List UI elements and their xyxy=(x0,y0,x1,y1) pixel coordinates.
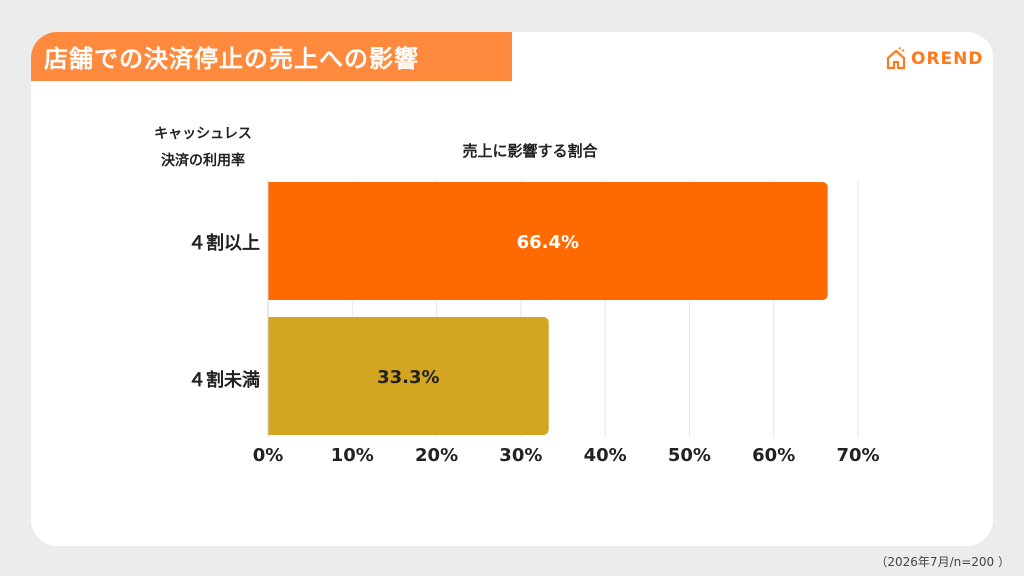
source-note: （2026年7月/n=200 ） xyxy=(875,555,1010,569)
bar-0 xyxy=(268,182,828,300)
bar-value-label-1: 33.3% xyxy=(377,367,439,388)
bar-value-label-0: 66.4% xyxy=(517,232,579,253)
category-label-0: ４割以上 xyxy=(188,233,260,254)
row-axis-header: キャッシュレス 決済の利用率 xyxy=(135,121,271,175)
house-icon xyxy=(886,47,906,70)
logo-text: OREND xyxy=(911,49,984,69)
x-tick-label-20: 20% xyxy=(415,445,458,466)
category-label-1: ４割未満 xyxy=(188,370,260,391)
x-tick-label-40: 40% xyxy=(584,445,627,466)
x-tick-label-10: 10% xyxy=(331,445,374,466)
row-header-line1: キャッシュレス xyxy=(154,126,252,142)
x-tick-label-60: 60% xyxy=(752,445,795,466)
x-tick-label-50: 50% xyxy=(668,445,711,466)
x-tick-label-70: 70% xyxy=(836,445,879,466)
bar-1 xyxy=(268,317,549,435)
x-tick-label-0: 0% xyxy=(253,445,284,466)
orend-logo: OREND xyxy=(885,44,984,74)
x-tick-label-30: 30% xyxy=(499,445,542,466)
page-title: 店舗での決済停止の売上への影響 xyxy=(31,32,512,81)
chart-title: 売上に影響する割合 xyxy=(462,142,598,160)
row-header-line2: 決済の利用率 xyxy=(161,153,245,169)
